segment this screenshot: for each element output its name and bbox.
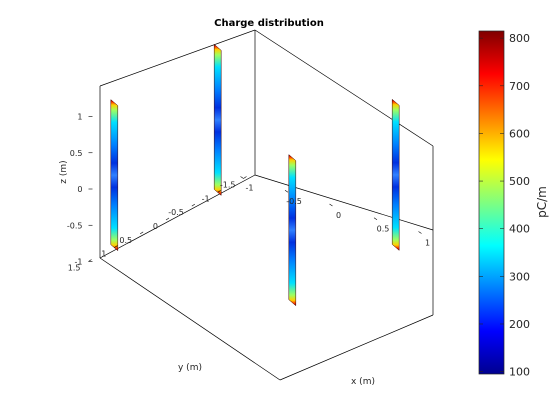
- z-tick-label: 0: [77, 185, 82, 194]
- y-tick-mark: [243, 176, 247, 179]
- y-tick-label: -0.5: [168, 208, 184, 217]
- z-axis-ticks: -1 -0.5 0 0.5 1: [67, 113, 93, 267]
- y-tick-label: -1.5: [220, 180, 236, 189]
- y-tick-mark: [88, 259, 92, 262]
- x-tick-mark: [418, 231, 422, 234]
- x-tick-label: 0.5: [377, 225, 390, 234]
- x-axis-label: x (m): [351, 377, 375, 387]
- chart-title: Charge distribution: [214, 18, 324, 29]
- colorbar-tick-label: 300: [509, 270, 530, 283]
- y-tick-mark: [114, 245, 118, 248]
- axes-box: [99, 29, 434, 381]
- dipole-1: [110, 99, 119, 252]
- z-tick-label: 1: [77, 113, 82, 122]
- x-tick-mark: [284, 189, 289, 193]
- colorbar-ticks: 100 200 300 400 500 600 700 800: [479, 32, 530, 379]
- colorbar-tick-label: 200: [509, 318, 530, 331]
- dipole-3: [213, 43, 222, 196]
- y-axis-label: y (m): [178, 363, 202, 373]
- y-tick-label: 1: [101, 250, 106, 259]
- y-tick-label: 0.5: [119, 236, 132, 245]
- colorbar-tick-label: 500: [509, 175, 530, 188]
- x-tick-label: 1: [425, 238, 430, 247]
- x-tick-label: -0.5: [286, 197, 302, 206]
- x-axis-ticks: -1 -0.5 0 0.5 1: [240, 176, 430, 247]
- x-tick-mark: [240, 176, 244, 179]
- z-axis-label: z (m): [59, 160, 69, 183]
- y-tick-label: 1.5: [68, 264, 81, 273]
- colorbar-label: pC/m: [535, 186, 549, 218]
- x-tick-mark: [329, 203, 333, 207]
- colorbar-tick-label: 700: [509, 80, 530, 93]
- z-tick-label: -1: [75, 258, 83, 267]
- colorbar-tick-label: 800: [509, 32, 530, 45]
- colorbar-tick-label: 100: [509, 366, 530, 379]
- dipole-4: [391, 98, 400, 251]
- x-tick-label: -1: [246, 183, 254, 192]
- y-axis-ticks: -1.5 -1 -0.5 0 0.5 1 1.5: [68, 176, 247, 273]
- colorbar-frame: [478, 30, 505, 375]
- y-tick-mark: [165, 217, 170, 221]
- y-tick-label: -1: [202, 194, 210, 203]
- y-tick-mark: [217, 190, 221, 193]
- z-tick-label: -0.5: [67, 221, 83, 230]
- dipole-2: [288, 154, 297, 307]
- y-tick-mark: [191, 203, 196, 207]
- y-tick-mark: [139, 231, 144, 235]
- y-tick-label: 0: [153, 222, 158, 231]
- z-tick-label: 0.5: [70, 149, 83, 158]
- x-tick-label: 0: [336, 211, 341, 220]
- colorbar-tick-label: 400: [509, 223, 530, 236]
- colorbar-tick-label: 600: [509, 127, 530, 140]
- x-tick-mark: [373, 217, 378, 220]
- dipoles: [110, 43, 400, 307]
- colorbar: [479, 31, 504, 374]
